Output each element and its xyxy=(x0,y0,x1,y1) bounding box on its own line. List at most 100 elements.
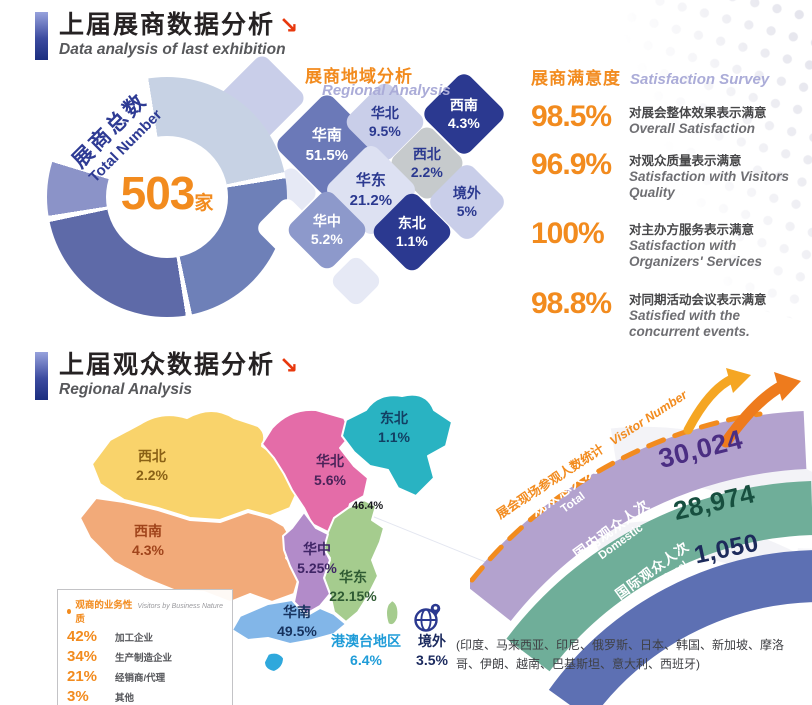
business-nature-subtitle: Visitors by Business Nature xyxy=(137,603,223,610)
satisfaction-title: 展商满意度 xyxy=(531,69,621,88)
satisfaction-item: 100% 对主办方服务表示满意 Satisfaction with Organi… xyxy=(531,218,809,270)
map-label-xibei: 西北 2.2% xyxy=(120,447,184,485)
region-value: 5.6% xyxy=(314,471,346,488)
map-extra-value: 46.4% xyxy=(352,500,384,512)
region-value: 21.2% xyxy=(349,190,393,208)
region-value: 49.5% xyxy=(277,622,317,639)
business-nature-legend: 观商的业务性质 Visitors by Business Nature 42% … xyxy=(57,589,233,705)
map-label-jingwai: 境外 3.5% xyxy=(404,632,460,670)
satisfaction-value: 98.5% xyxy=(531,100,612,133)
map-island-taiwan xyxy=(385,599,400,627)
overseas-countries-note: (印度、马来西亚、印尼、俄罗斯、日本、韩国、新加坡、摩洛哥、伊朗、越南、巴基斯坦… xyxy=(456,638,784,671)
region-name: 东北 xyxy=(380,410,408,426)
satisfaction-label-en: Satisfaction with Visitors Quality xyxy=(629,169,790,201)
map-region-xibei xyxy=(91,410,299,521)
satisfaction-item: 98.5% 对展会整体效果表示满意 Overall Satisfaction xyxy=(531,101,809,137)
visitor-arcs-chart xyxy=(470,368,812,705)
satisfaction-value: 100% xyxy=(531,216,605,250)
business-nature-label: 加工企业 xyxy=(115,633,154,644)
region-value: 5.2% xyxy=(311,230,343,247)
region-value: 1.1% xyxy=(396,232,428,249)
business-nature-label: 经销商/代理 xyxy=(115,673,166,684)
region-name: 华中 xyxy=(312,212,341,229)
region-name: 港澳台地区 xyxy=(331,633,401,649)
donut-center: 503 家 xyxy=(106,136,228,258)
arrow-down-right-icon: ↘ xyxy=(279,12,299,39)
satisfaction-item: 96.9% 对观众质量表示满意 Satisfaction with Visito… xyxy=(531,149,809,201)
satisfaction-label-cn: 对展会整体效果表示满意 xyxy=(629,106,767,120)
region-name: 西北 xyxy=(412,145,441,162)
region-name: 华中 xyxy=(303,541,331,557)
header-accent-bar xyxy=(35,352,48,400)
dashed-growth-curve xyxy=(470,411,763,583)
satisfaction-label-en: Satisfied with the concurrent events. xyxy=(629,307,750,340)
map-label-huanan: 华南 49.5% xyxy=(260,603,334,641)
region-value: 1.1% xyxy=(378,428,410,445)
growth-arrow-head xyxy=(726,368,751,393)
region-name: 华东 xyxy=(339,569,367,585)
exhibitor-section-header: 上届展商数据分析 ↘ Data analysis of last exhibit… xyxy=(35,11,299,60)
satisfaction-label-cn: 对主办方服务表示满意 xyxy=(629,222,755,237)
satisfaction-item: 98.8% 对同期活动会议表示满意 Satisfied with the con… xyxy=(531,288,809,340)
map-region-dongbei xyxy=(341,393,453,497)
region-name: 华北 xyxy=(370,104,399,121)
region-name: 华北 xyxy=(316,453,344,469)
visitor-section-header: 上届观众数据分析 ↘ Regional Analysis xyxy=(35,351,299,400)
exhibitor-regional-title: 展商地域分析 xyxy=(305,67,413,86)
region-value: 4.3% xyxy=(132,541,164,558)
arrow-down-right-icon: ↘ xyxy=(279,352,299,379)
business-nature-value: 34% xyxy=(67,648,98,665)
map-region-huazhong xyxy=(282,511,331,615)
business-nature-row: 3% 其他 xyxy=(67,688,223,705)
bullet-dot-icon xyxy=(67,608,72,614)
region-value: 2.2% xyxy=(411,163,443,180)
map-label-xinan: 西南 4.3% xyxy=(116,522,180,560)
satisfaction-label-en: Satisfaction with Organizers' Services xyxy=(629,237,763,269)
business-nature-row: 21% 经销商/代理 xyxy=(67,668,223,685)
business-nature-label: 其他 xyxy=(115,693,135,704)
arc-band-domestic xyxy=(506,481,812,672)
map-label-huabei: 华北 5.6% xyxy=(298,452,362,490)
china-map xyxy=(79,393,453,673)
map-label-dongbei: 东北 1.1% xyxy=(362,409,426,447)
region-name: 华南 xyxy=(283,604,311,620)
map-island-hainan xyxy=(263,651,285,673)
region-value: 2.2% xyxy=(136,466,168,483)
region-value: 6.4% xyxy=(350,651,382,668)
region-value: 4.3% xyxy=(448,114,480,131)
satisfaction-label-cn: 对观众质量表示满意 xyxy=(629,154,742,169)
arc-band-international xyxy=(548,550,812,705)
visitor-section-title: 上届观众数据分析 xyxy=(59,351,276,379)
exhibitor-section-subtitle: Data analysis of last exhibition xyxy=(59,40,286,58)
business-nature-value: 3% xyxy=(67,688,89,705)
region-value: 3.5% xyxy=(416,651,448,668)
exhibitor-total-number: 503 xyxy=(120,167,196,219)
region-value: 5% xyxy=(456,203,478,219)
growth-arrow-head xyxy=(774,372,801,401)
business-nature-row: 34% 生产制造企业 xyxy=(67,648,223,665)
arc-band-total xyxy=(470,411,807,622)
visitor-section-subtitle: Regional Analysis xyxy=(59,380,192,398)
exhibitor-regional-subtitle: Regional Analysis xyxy=(322,82,451,99)
region-value: 22.15% xyxy=(329,587,377,604)
region-name: 东北 xyxy=(397,214,426,231)
region-name: 西南 xyxy=(449,96,478,113)
business-nature-label: 生产制造企业 xyxy=(115,653,173,664)
region-name: 境外 xyxy=(418,633,446,649)
satisfaction-label-cn: 对同期活动会议表示满意 xyxy=(629,292,767,307)
map-label-huazhong: 华中 5.25% xyxy=(283,540,351,578)
business-nature-value: 42% xyxy=(67,628,98,645)
region-name: 华东 xyxy=(355,171,387,189)
satisfaction-subtitle: Satisfaction Survey xyxy=(630,71,770,88)
header-accent-bar xyxy=(35,12,48,60)
exhibitor-total-donut-chart: 503 家 xyxy=(47,77,287,317)
exhibitor-section-title: 上届展商数据分析 xyxy=(59,11,276,39)
globe-pin-icon xyxy=(413,601,443,638)
region-name: 西北 xyxy=(138,448,166,464)
business-nature-row: 42% 加工企业 xyxy=(67,628,223,645)
map-label-huadong: 华东 22.15% xyxy=(314,568,392,606)
map-label-gangaotai: 港澳台地区 6.4% xyxy=(310,632,422,670)
growth-arrow-icon xyxy=(720,380,788,448)
satisfaction-panel: 展商满意度 Satisfaction Survey 98.5% 对展会整体效果表… xyxy=(531,64,809,340)
